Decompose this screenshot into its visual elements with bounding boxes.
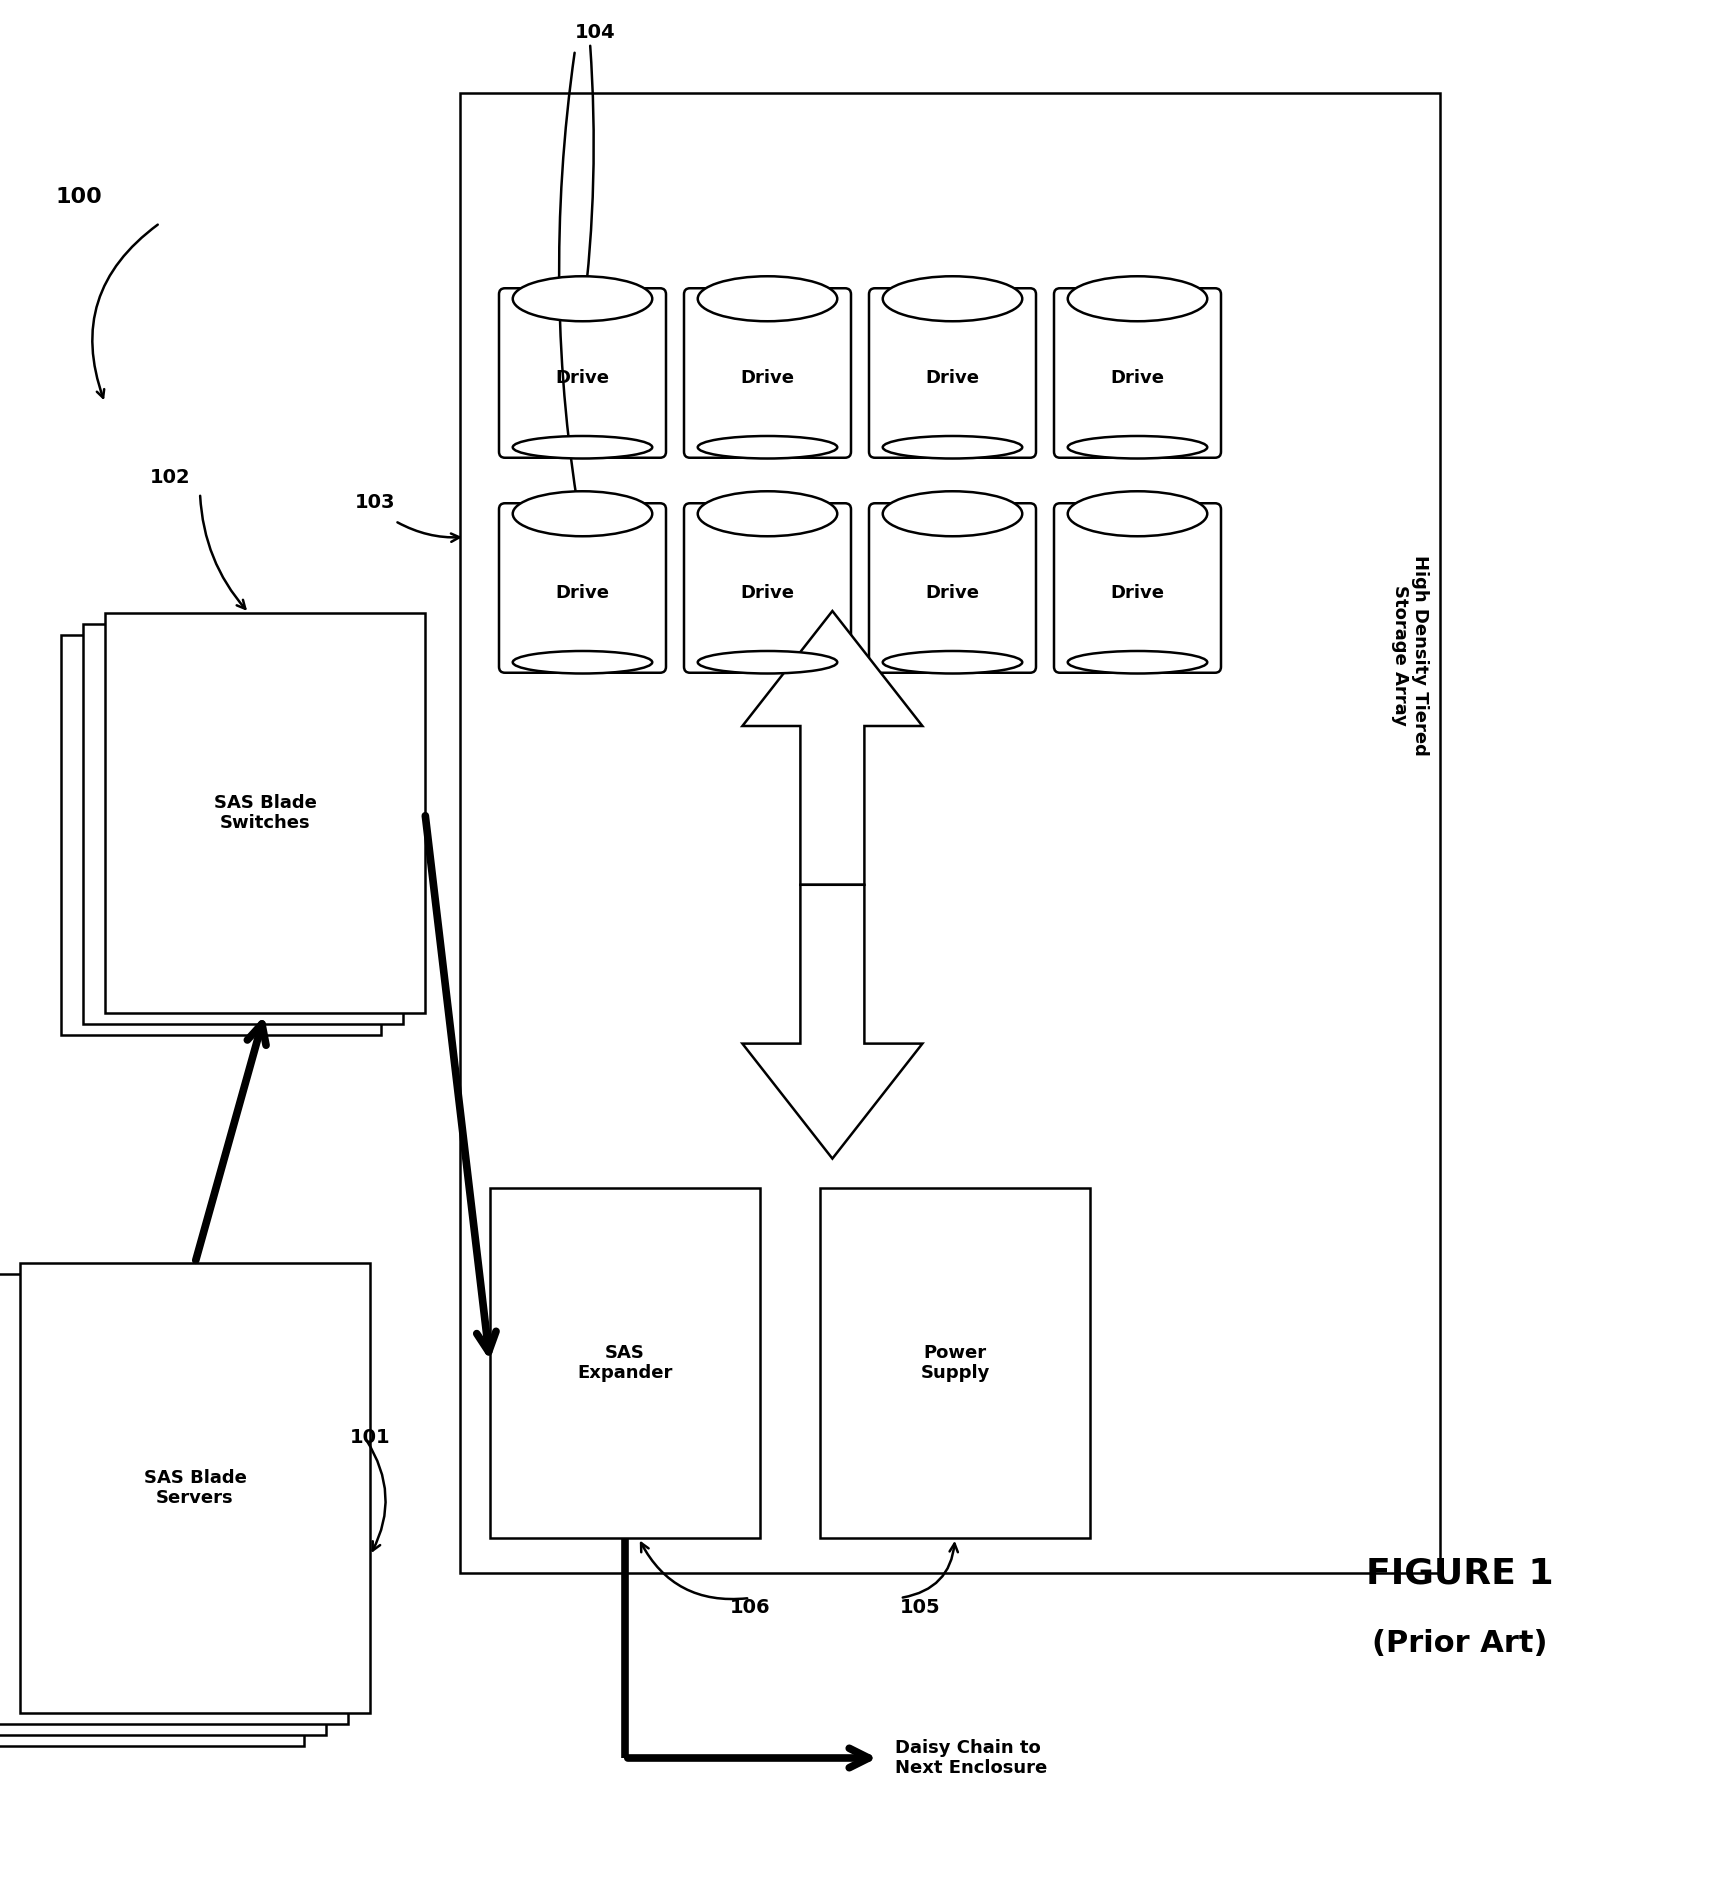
Text: Drive: Drive	[741, 585, 795, 602]
Text: 100: 100	[55, 187, 101, 206]
Text: SAS
Expander: SAS Expander	[578, 1344, 673, 1382]
FancyBboxPatch shape	[459, 93, 1440, 1573]
FancyBboxPatch shape	[105, 613, 425, 1013]
FancyBboxPatch shape	[0, 1297, 304, 1745]
Text: 102: 102	[150, 468, 191, 487]
FancyBboxPatch shape	[21, 1263, 370, 1713]
Ellipse shape	[698, 492, 838, 536]
Text: Drive: Drive	[741, 369, 795, 386]
Ellipse shape	[1068, 276, 1207, 322]
Text: SAS Blade
Servers: SAS Blade Servers	[143, 1469, 246, 1507]
Text: (Prior Art): (Prior Art)	[1373, 1628, 1548, 1658]
Text: 101: 101	[349, 1427, 390, 1446]
FancyBboxPatch shape	[60, 634, 382, 1035]
Text: SAS Blade
Switches: SAS Blade Switches	[213, 793, 316, 833]
Text: Drive: Drive	[1111, 369, 1164, 386]
Ellipse shape	[513, 651, 652, 674]
FancyBboxPatch shape	[869, 504, 1035, 672]
Ellipse shape	[1068, 492, 1207, 536]
Ellipse shape	[698, 435, 838, 458]
Text: Drive: Drive	[1111, 585, 1164, 602]
Text: FIGURE 1: FIGURE 1	[1366, 1556, 1553, 1590]
Text: High Density Tiered
Storage Array: High Density Tiered Storage Array	[1390, 555, 1429, 755]
FancyBboxPatch shape	[1054, 288, 1221, 458]
FancyBboxPatch shape	[820, 1189, 1090, 1537]
Ellipse shape	[513, 435, 652, 458]
Polygon shape	[743, 611, 922, 884]
FancyBboxPatch shape	[490, 1189, 760, 1537]
Ellipse shape	[698, 651, 838, 674]
Text: Drive: Drive	[556, 369, 609, 386]
Text: Drive: Drive	[925, 369, 979, 386]
Ellipse shape	[882, 435, 1022, 458]
Ellipse shape	[882, 276, 1022, 322]
Ellipse shape	[513, 492, 652, 536]
FancyBboxPatch shape	[0, 1285, 327, 1736]
Text: Power
Supply: Power Supply	[920, 1344, 989, 1382]
FancyBboxPatch shape	[869, 288, 1035, 458]
Polygon shape	[743, 884, 922, 1159]
Ellipse shape	[1068, 651, 1207, 674]
FancyBboxPatch shape	[499, 504, 666, 672]
FancyBboxPatch shape	[0, 1274, 347, 1725]
FancyBboxPatch shape	[685, 288, 851, 458]
Ellipse shape	[882, 651, 1022, 674]
Text: Drive: Drive	[925, 585, 979, 602]
FancyBboxPatch shape	[685, 504, 851, 672]
Ellipse shape	[1068, 435, 1207, 458]
Text: 106: 106	[729, 1598, 771, 1617]
Text: Daisy Chain to
Next Enclosure: Daisy Chain to Next Enclosure	[894, 1738, 1047, 1778]
Text: 104: 104	[574, 23, 616, 42]
Text: 103: 103	[354, 492, 396, 511]
FancyBboxPatch shape	[1054, 504, 1221, 672]
Text: 105: 105	[900, 1598, 941, 1617]
Ellipse shape	[882, 492, 1022, 536]
FancyBboxPatch shape	[499, 288, 666, 458]
FancyBboxPatch shape	[83, 625, 402, 1024]
Ellipse shape	[698, 276, 838, 322]
Text: Drive: Drive	[556, 585, 609, 602]
Ellipse shape	[513, 276, 652, 322]
